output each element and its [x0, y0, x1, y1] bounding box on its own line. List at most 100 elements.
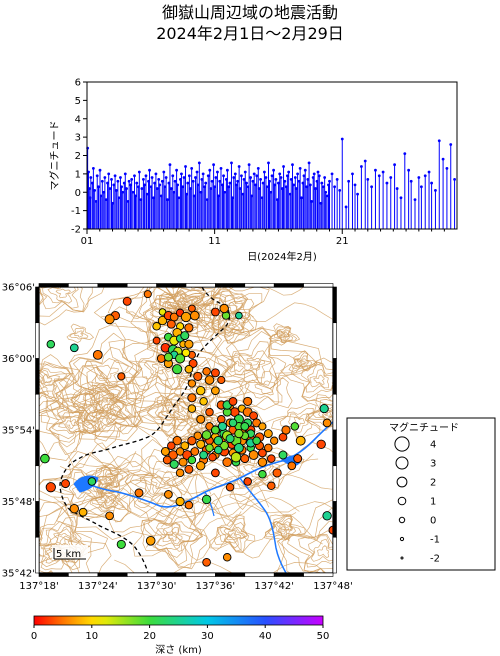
legend-title: マグニチュード	[389, 421, 459, 434]
epicenter-point	[258, 422, 267, 431]
magnitude-point	[265, 185, 269, 189]
contour-line	[48, 405, 97, 440]
contour-line	[149, 287, 211, 328]
legend-symbol	[395, 456, 409, 470]
epicenter-point	[187, 379, 197, 388]
x-tick-label: 21	[336, 236, 349, 247]
contour-line	[39, 354, 71, 405]
epicenter-point	[316, 439, 326, 449]
contour-line	[154, 522, 199, 551]
legend-label: 0	[430, 516, 436, 527]
magnitude-point	[321, 185, 325, 189]
border-segment	[332, 536, 337, 574]
magnitude-point	[353, 183, 357, 187]
contour-line	[72, 346, 134, 400]
epicenter-point	[188, 359, 198, 368]
border-segment	[97, 572, 128, 577]
contour-line	[39, 371, 69, 407]
magnitude-point	[171, 174, 175, 178]
epicenter-point	[163, 352, 173, 362]
border-segment	[68, 572, 99, 577]
epicenter-point	[45, 482, 56, 493]
contour-line	[74, 359, 137, 384]
epicenter-point	[270, 436, 279, 445]
epicenter-point	[258, 470, 267, 479]
epicenter-point	[235, 311, 243, 320]
contour-line	[42, 287, 79, 309]
magnitude-point	[185, 192, 188, 196]
magnitude-point	[180, 172, 183, 176]
epicenter-point	[201, 430, 212, 440]
magnitude-point	[282, 165, 285, 168]
contour-line	[59, 322, 155, 407]
magnitude-point	[338, 189, 342, 192]
lat-tick-label: 36°06'	[2, 283, 35, 294]
magnitude-point	[89, 176, 93, 179]
contour-line	[310, 538, 333, 562]
border-segment	[332, 286, 337, 324]
magnitude-point	[231, 196, 234, 200]
contour-line	[59, 451, 161, 471]
contour-line	[213, 326, 303, 393]
magnitude-point	[340, 137, 344, 141]
lon-tick-label: 137°18'	[19, 581, 59, 592]
magnitude-point	[335, 177, 339, 181]
border-segment	[244, 283, 275, 288]
epicenter-point	[196, 439, 206, 449]
epicenter-point	[210, 368, 220, 378]
epicenter-point	[145, 536, 156, 546]
contour-line	[313, 374, 325, 385]
magnitude-point	[303, 168, 307, 172]
legend-symbol	[396, 476, 408, 488]
border-segment	[156, 572, 187, 577]
contour-line	[77, 487, 162, 510]
contour-line	[279, 331, 288, 339]
magnitude-point	[100, 179, 104, 183]
magnitude-point	[403, 152, 407, 156]
contour-line	[39, 441, 137, 470]
x-tick-label: 01	[81, 236, 94, 247]
lon-tick-label: 137°48'	[313, 581, 353, 592]
contour-line	[317, 545, 330, 559]
magnitude-point	[257, 187, 261, 190]
magnitude-point	[395, 187, 399, 190]
border-segment	[215, 283, 246, 288]
epicenter-point	[211, 386, 220, 396]
magnitude-point	[255, 174, 259, 178]
legend-label: 3	[430, 459, 436, 470]
contour-line	[166, 473, 333, 490]
magnitude-point	[325, 194, 329, 198]
epicenter-point	[243, 396, 253, 406]
magnitude-point	[191, 179, 195, 183]
magnitude-point	[148, 168, 151, 172]
contour-line	[78, 397, 201, 409]
magnitude-point	[279, 176, 283, 179]
magnitude-point	[274, 177, 278, 181]
legend-label: -2	[430, 554, 440, 565]
magnitude-point	[201, 172, 205, 176]
epicenter-point	[199, 397, 208, 406]
magnitude-point	[409, 179, 413, 183]
contour-line	[276, 499, 333, 573]
magnitude-point	[163, 185, 167, 189]
magnitude-point	[330, 172, 334, 176]
epicenter-point	[257, 457, 268, 467]
contour-line	[48, 400, 101, 448]
magnitude-point	[347, 179, 351, 183]
contour-line	[39, 369, 78, 414]
epicenter-point	[287, 461, 297, 471]
epicenter-point	[243, 477, 252, 486]
magnitude-point	[114, 189, 118, 192]
border-segment	[68, 283, 99, 288]
tributary-river	[204, 491, 215, 517]
contour-line	[145, 528, 229, 552]
border-segment	[273, 572, 304, 577]
epicenter-point	[178, 457, 188, 467]
contour-line	[321, 406, 333, 423]
epicenter-point	[152, 336, 161, 345]
epicenter-point	[175, 496, 185, 507]
magnitude-point	[289, 177, 293, 181]
contour-line	[154, 394, 191, 433]
magnitude-point	[328, 179, 331, 183]
